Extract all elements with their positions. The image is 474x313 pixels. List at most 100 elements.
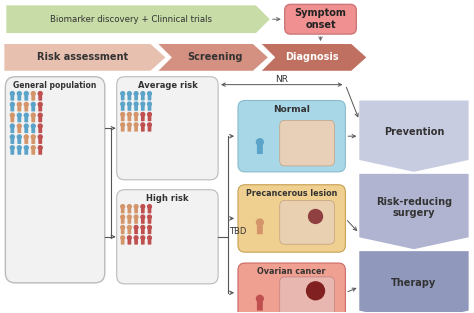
Text: Biomarker discovery + Clinnical trials: Biomarker discovery + Clinnical trials: [50, 15, 211, 24]
Circle shape: [134, 92, 138, 95]
FancyBboxPatch shape: [141, 208, 145, 213]
FancyBboxPatch shape: [280, 201, 335, 244]
Circle shape: [128, 236, 131, 240]
FancyBboxPatch shape: [148, 218, 151, 224]
FancyBboxPatch shape: [128, 105, 131, 111]
Circle shape: [307, 282, 325, 300]
FancyBboxPatch shape: [121, 229, 125, 234]
Circle shape: [147, 92, 151, 95]
Circle shape: [128, 123, 131, 127]
Circle shape: [38, 124, 42, 128]
FancyBboxPatch shape: [257, 225, 263, 234]
FancyBboxPatch shape: [134, 218, 138, 224]
Circle shape: [18, 92, 21, 95]
Circle shape: [134, 102, 138, 106]
FancyBboxPatch shape: [117, 190, 218, 284]
Circle shape: [141, 215, 145, 219]
Circle shape: [128, 102, 131, 106]
Circle shape: [24, 102, 28, 106]
Circle shape: [24, 124, 28, 128]
FancyBboxPatch shape: [148, 126, 151, 132]
Text: Risk assessment: Risk assessment: [37, 52, 128, 62]
Circle shape: [141, 102, 145, 106]
Polygon shape: [262, 44, 366, 71]
FancyBboxPatch shape: [121, 105, 125, 111]
Circle shape: [18, 113, 21, 117]
Text: Risk-reducing
surgery: Risk-reducing surgery: [376, 197, 452, 218]
FancyBboxPatch shape: [141, 229, 145, 234]
Polygon shape: [158, 44, 268, 71]
Circle shape: [38, 102, 42, 106]
Circle shape: [121, 112, 125, 116]
Circle shape: [309, 209, 322, 223]
FancyBboxPatch shape: [257, 145, 263, 154]
Circle shape: [147, 225, 151, 229]
Circle shape: [10, 135, 14, 139]
FancyBboxPatch shape: [128, 218, 131, 224]
Circle shape: [134, 205, 138, 208]
Circle shape: [134, 236, 138, 240]
FancyBboxPatch shape: [38, 138, 42, 144]
FancyBboxPatch shape: [134, 208, 138, 213]
FancyBboxPatch shape: [121, 208, 125, 213]
FancyBboxPatch shape: [148, 95, 151, 100]
Circle shape: [121, 102, 125, 106]
FancyBboxPatch shape: [280, 120, 335, 166]
Polygon shape: [359, 174, 469, 249]
Text: Normal: Normal: [273, 105, 310, 114]
FancyBboxPatch shape: [31, 127, 35, 133]
FancyBboxPatch shape: [24, 106, 28, 111]
FancyBboxPatch shape: [10, 127, 14, 133]
Polygon shape: [359, 251, 469, 313]
Circle shape: [141, 92, 145, 95]
Text: Precancerous lesion: Precancerous lesion: [246, 189, 337, 198]
Circle shape: [134, 225, 138, 229]
Circle shape: [18, 135, 21, 139]
FancyBboxPatch shape: [280, 277, 335, 313]
FancyBboxPatch shape: [128, 208, 131, 213]
FancyBboxPatch shape: [38, 149, 42, 155]
FancyBboxPatch shape: [141, 239, 145, 245]
Circle shape: [18, 146, 21, 150]
FancyBboxPatch shape: [238, 263, 346, 313]
FancyBboxPatch shape: [10, 138, 14, 144]
Circle shape: [134, 112, 138, 116]
FancyBboxPatch shape: [24, 117, 28, 122]
FancyBboxPatch shape: [5, 77, 105, 283]
FancyBboxPatch shape: [10, 106, 14, 111]
Polygon shape: [359, 100, 469, 172]
Circle shape: [10, 124, 14, 128]
Circle shape: [121, 236, 125, 240]
Circle shape: [141, 112, 145, 116]
FancyBboxPatch shape: [148, 105, 151, 111]
FancyBboxPatch shape: [18, 138, 21, 144]
FancyBboxPatch shape: [285, 4, 356, 34]
FancyBboxPatch shape: [141, 116, 145, 121]
FancyBboxPatch shape: [18, 95, 21, 101]
Circle shape: [38, 135, 42, 139]
Circle shape: [31, 113, 35, 117]
FancyBboxPatch shape: [121, 239, 125, 245]
FancyBboxPatch shape: [134, 105, 138, 111]
FancyBboxPatch shape: [128, 95, 131, 100]
FancyBboxPatch shape: [134, 95, 138, 100]
Text: Diagnosis: Diagnosis: [285, 52, 338, 62]
FancyBboxPatch shape: [141, 218, 145, 224]
Text: Symptom
onset: Symptom onset: [294, 8, 346, 30]
Circle shape: [141, 225, 145, 229]
FancyBboxPatch shape: [141, 95, 145, 100]
FancyBboxPatch shape: [134, 126, 138, 132]
Circle shape: [18, 124, 21, 128]
Circle shape: [31, 124, 35, 128]
Circle shape: [147, 123, 151, 127]
Circle shape: [121, 92, 125, 95]
FancyBboxPatch shape: [18, 117, 21, 122]
FancyBboxPatch shape: [31, 117, 35, 122]
FancyBboxPatch shape: [148, 208, 151, 213]
Polygon shape: [6, 5, 270, 33]
FancyBboxPatch shape: [31, 106, 35, 111]
FancyBboxPatch shape: [121, 95, 125, 100]
Text: Prevention: Prevention: [384, 127, 444, 137]
FancyBboxPatch shape: [128, 126, 131, 132]
FancyBboxPatch shape: [257, 302, 263, 310]
